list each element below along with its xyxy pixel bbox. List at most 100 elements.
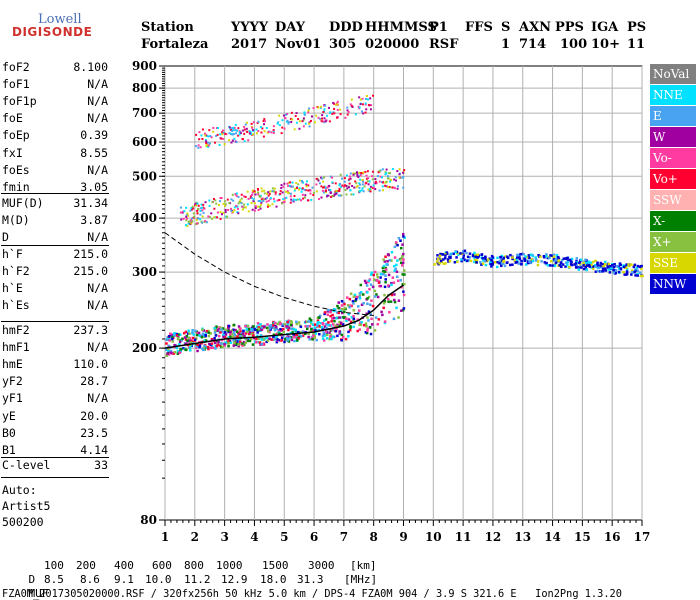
echo-point: [232, 210, 235, 213]
echo-point: [187, 336, 191, 340]
echo-point: [165, 348, 168, 351]
echo-point: [169, 351, 173, 355]
echo-point: [552, 255, 556, 258]
echo-point: [165, 354, 169, 357]
echo-point: [400, 309, 403, 312]
echo-point: [208, 204, 211, 207]
echo-point: [402, 307, 406, 310]
echo-point: [354, 113, 357, 116]
echo-point: [481, 262, 485, 265]
echo-point: [267, 330, 270, 333]
parameter-row-c-level: C-level 33: [2, 457, 108, 474]
echo-point: [401, 254, 404, 258]
echo-point: [313, 121, 316, 124]
echo-point: [346, 109, 349, 112]
echo-point: [390, 250, 394, 254]
echo-point: [358, 96, 361, 99]
echo-point: [187, 214, 190, 217]
echo-point: [336, 116, 339, 119]
parameter-name: MUF(D): [2, 196, 44, 210]
echo-point: [368, 287, 371, 291]
echo-point: [237, 134, 240, 137]
echo-point: [173, 343, 176, 347]
echo-point: [390, 259, 393, 262]
echo-point: [235, 330, 239, 333]
parameter-row-foes: foEs N/A: [2, 162, 108, 179]
echo-point: [203, 132, 206, 135]
echo-point: [259, 207, 262, 210]
echo-point: [171, 337, 174, 341]
echo-point: [396, 259, 399, 262]
echo-point: [279, 327, 282, 331]
echo-point: [219, 342, 223, 345]
echo-point: [439, 259, 443, 263]
echo-point: [310, 327, 313, 331]
echo-point: [358, 323, 361, 326]
echo-point: [193, 215, 196, 218]
echo-point: [546, 263, 550, 267]
echo-point: [227, 336, 231, 339]
parameter-row-hmf1: hmF1 N/A: [2, 339, 108, 356]
echo-point: [321, 325, 324, 329]
echo-point: [192, 216, 195, 219]
echo-point: [196, 212, 199, 215]
echo-point: [545, 255, 548, 258]
echo-point: [285, 325, 288, 328]
echo-point: [356, 172, 359, 175]
legend-item-w: W: [650, 127, 696, 147]
echo-point: [575, 264, 578, 267]
echo-point: [371, 178, 374, 181]
echo-point: [335, 192, 338, 195]
echo-point: [195, 204, 198, 207]
footer-distance-value: 1000: [216, 559, 243, 572]
echo-point: [272, 190, 275, 193]
echo-point: [356, 318, 360, 322]
echo-point: [359, 103, 362, 106]
echo-point: [441, 253, 445, 256]
echo-point: [323, 186, 326, 189]
header-label-iga: IGA: [591, 20, 619, 35]
echo-point: [291, 118, 294, 121]
echo-point: [267, 199, 270, 202]
echo-point: [384, 278, 387, 281]
echo-point: [236, 331, 240, 335]
echo-point: [374, 180, 377, 183]
echo-point: [288, 121, 291, 124]
echo-point: [325, 326, 328, 330]
echo-point: [294, 328, 297, 332]
echo-point: [362, 190, 365, 193]
echo-point: [359, 171, 362, 174]
echo-point: [215, 134, 218, 137]
echo-point: [305, 180, 308, 183]
echo-point: [217, 204, 220, 207]
echo-point: [328, 337, 331, 341]
echo-point: [265, 126, 268, 129]
echo-point: [508, 263, 512, 267]
echo-point: [243, 128, 246, 131]
echo-point: [334, 324, 337, 328]
echo-point: [289, 195, 292, 198]
echo-point: [398, 168, 401, 171]
echo-point: [256, 321, 260, 325]
footer-d-label: D: [28, 573, 36, 586]
echo-point: [211, 201, 214, 204]
echo-point: [317, 324, 321, 328]
echo-point: [350, 316, 354, 319]
echo-point: [473, 256, 476, 259]
echo-point: [399, 239, 402, 242]
echo-point: [609, 266, 613, 270]
echo-point: [436, 254, 439, 257]
echo-point: [278, 332, 281, 335]
echo-point: [233, 333, 237, 337]
echo-point: [393, 178, 396, 181]
echo-point: [327, 308, 330, 312]
echo-point: [234, 129, 237, 132]
echo-point: [352, 315, 355, 318]
echo-point: [313, 336, 317, 340]
echo-point: [204, 201, 207, 204]
echo-point: [601, 263, 605, 266]
echo-point: [289, 192, 292, 195]
echo-point: [210, 342, 214, 345]
echo-point: [309, 192, 312, 195]
echo-point: [336, 100, 339, 103]
